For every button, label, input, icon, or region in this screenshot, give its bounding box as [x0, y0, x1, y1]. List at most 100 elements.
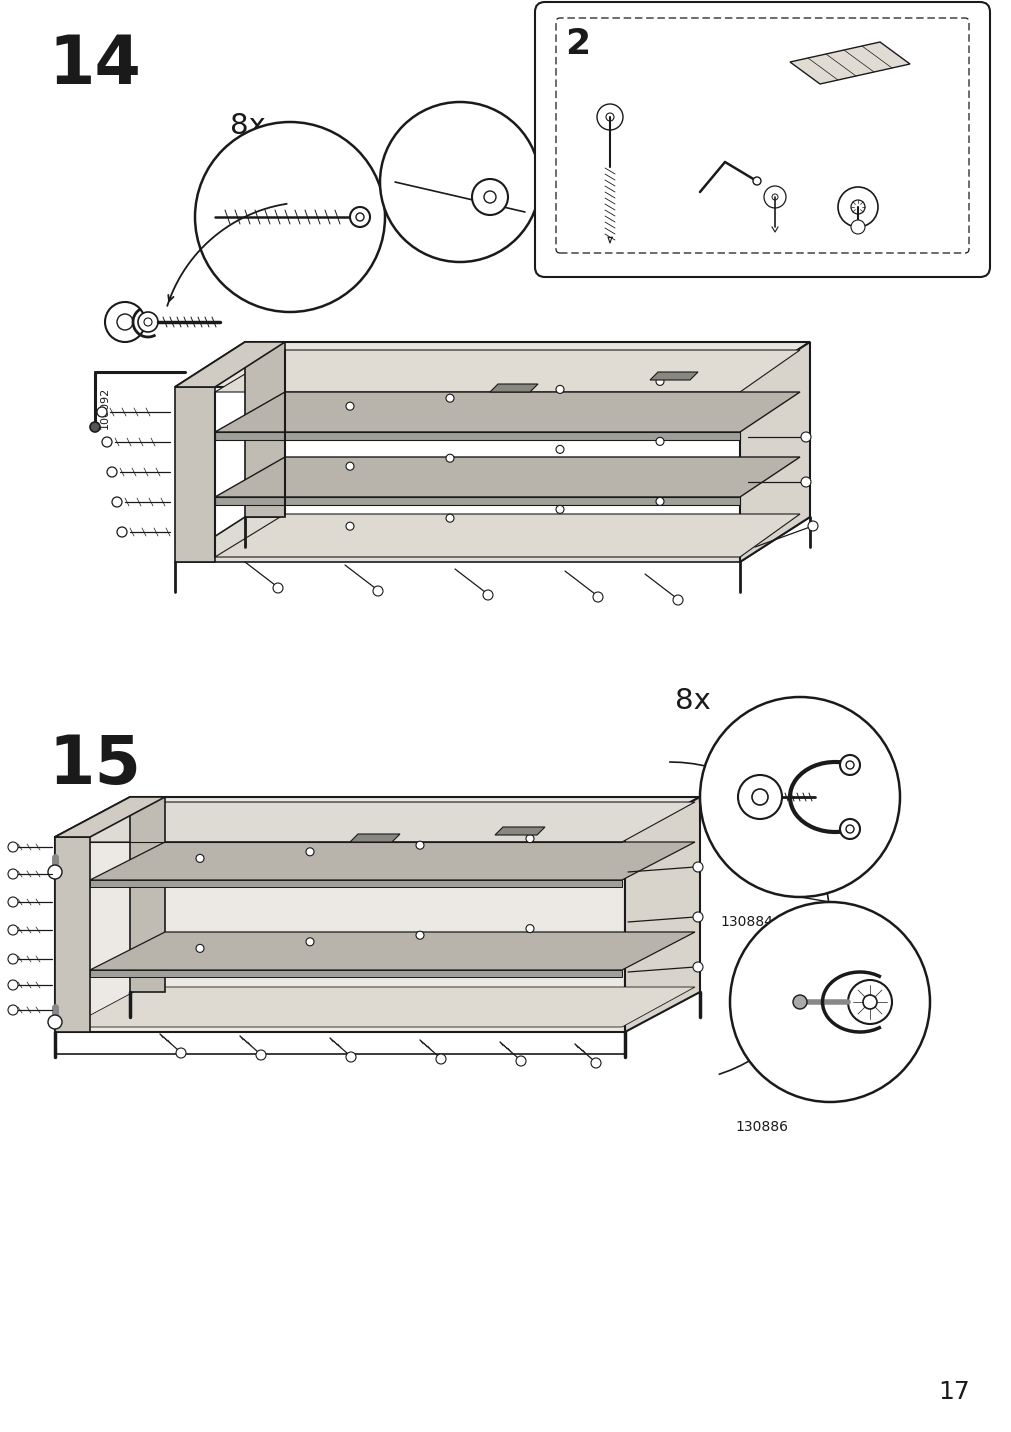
Polygon shape — [245, 342, 285, 517]
Polygon shape — [489, 384, 538, 392]
Circle shape — [752, 178, 760, 185]
Circle shape — [8, 842, 18, 852]
Polygon shape — [90, 881, 622, 886]
Polygon shape — [214, 349, 800, 392]
Text: 130884: 130884 — [719, 915, 772, 929]
Circle shape — [346, 1053, 356, 1063]
Circle shape — [526, 925, 534, 932]
Circle shape — [837, 188, 878, 228]
Circle shape — [839, 755, 859, 775]
Text: 15: 15 — [48, 732, 141, 798]
Circle shape — [606, 113, 614, 120]
Polygon shape — [55, 836, 90, 1032]
Text: 8x: 8x — [674, 687, 710, 715]
Circle shape — [256, 1050, 266, 1060]
Circle shape — [112, 497, 122, 507]
Circle shape — [373, 586, 382, 596]
Circle shape — [700, 697, 899, 896]
Circle shape — [273, 583, 283, 593]
Polygon shape — [649, 372, 698, 379]
Polygon shape — [90, 932, 695, 969]
Circle shape — [693, 962, 703, 972]
Circle shape — [195, 122, 384, 312]
Circle shape — [48, 1015, 62, 1030]
Polygon shape — [55, 798, 700, 836]
Circle shape — [807, 521, 817, 531]
Circle shape — [751, 789, 767, 805]
Polygon shape — [214, 432, 739, 440]
Polygon shape — [175, 517, 809, 561]
Circle shape — [8, 979, 18, 990]
Polygon shape — [90, 842, 695, 881]
Text: 17: 17 — [937, 1380, 969, 1403]
Polygon shape — [68, 802, 695, 842]
Polygon shape — [90, 969, 622, 977]
Polygon shape — [494, 828, 545, 835]
Circle shape — [90, 422, 100, 432]
Circle shape — [850, 200, 864, 213]
Text: 100092: 100092 — [100, 387, 110, 430]
Circle shape — [555, 385, 563, 394]
Circle shape — [196, 944, 204, 952]
FancyBboxPatch shape — [535, 1, 989, 276]
Circle shape — [482, 590, 492, 600]
Circle shape — [516, 1055, 526, 1065]
Circle shape — [555, 445, 563, 454]
Text: 8x: 8x — [229, 112, 266, 140]
Polygon shape — [214, 457, 800, 497]
Circle shape — [693, 862, 703, 872]
Text: 130886: 130886 — [734, 1120, 788, 1134]
Circle shape — [737, 775, 782, 819]
Circle shape — [526, 835, 534, 842]
Polygon shape — [350, 833, 399, 842]
Polygon shape — [214, 497, 739, 505]
Circle shape — [793, 995, 806, 1010]
Circle shape — [845, 825, 853, 833]
Polygon shape — [790, 42, 909, 84]
Circle shape — [416, 841, 424, 849]
Circle shape — [483, 190, 495, 203]
Circle shape — [471, 179, 508, 215]
Polygon shape — [68, 987, 695, 1027]
Circle shape — [801, 477, 810, 487]
Circle shape — [416, 931, 424, 939]
Polygon shape — [625, 798, 700, 1032]
Circle shape — [862, 995, 877, 1010]
Polygon shape — [55, 832, 70, 1032]
Circle shape — [555, 505, 563, 514]
Circle shape — [105, 302, 145, 342]
Circle shape — [137, 312, 158, 332]
Circle shape — [350, 208, 370, 228]
Text: 14: 14 — [48, 32, 141, 97]
Circle shape — [117, 314, 132, 329]
Circle shape — [97, 407, 107, 417]
Circle shape — [48, 865, 62, 879]
Polygon shape — [175, 342, 285, 387]
Polygon shape — [214, 514, 800, 557]
Circle shape — [8, 896, 18, 906]
Circle shape — [176, 1048, 186, 1058]
Circle shape — [346, 523, 354, 530]
Circle shape — [446, 394, 454, 402]
Circle shape — [196, 855, 204, 862]
Circle shape — [590, 1058, 601, 1068]
Circle shape — [596, 105, 623, 130]
Circle shape — [144, 318, 152, 326]
Circle shape — [655, 437, 663, 445]
Circle shape — [847, 979, 891, 1024]
Circle shape — [801, 432, 810, 442]
Polygon shape — [175, 387, 214, 561]
Polygon shape — [175, 342, 809, 387]
Circle shape — [446, 514, 454, 523]
Circle shape — [763, 186, 786, 208]
Circle shape — [117, 527, 126, 537]
Circle shape — [655, 497, 663, 505]
Polygon shape — [214, 392, 800, 432]
Circle shape — [102, 437, 112, 447]
Text: 2: 2 — [564, 27, 589, 62]
Circle shape — [8, 869, 18, 879]
Circle shape — [771, 193, 777, 200]
Circle shape — [305, 938, 313, 945]
Circle shape — [305, 848, 313, 856]
Circle shape — [8, 954, 18, 964]
